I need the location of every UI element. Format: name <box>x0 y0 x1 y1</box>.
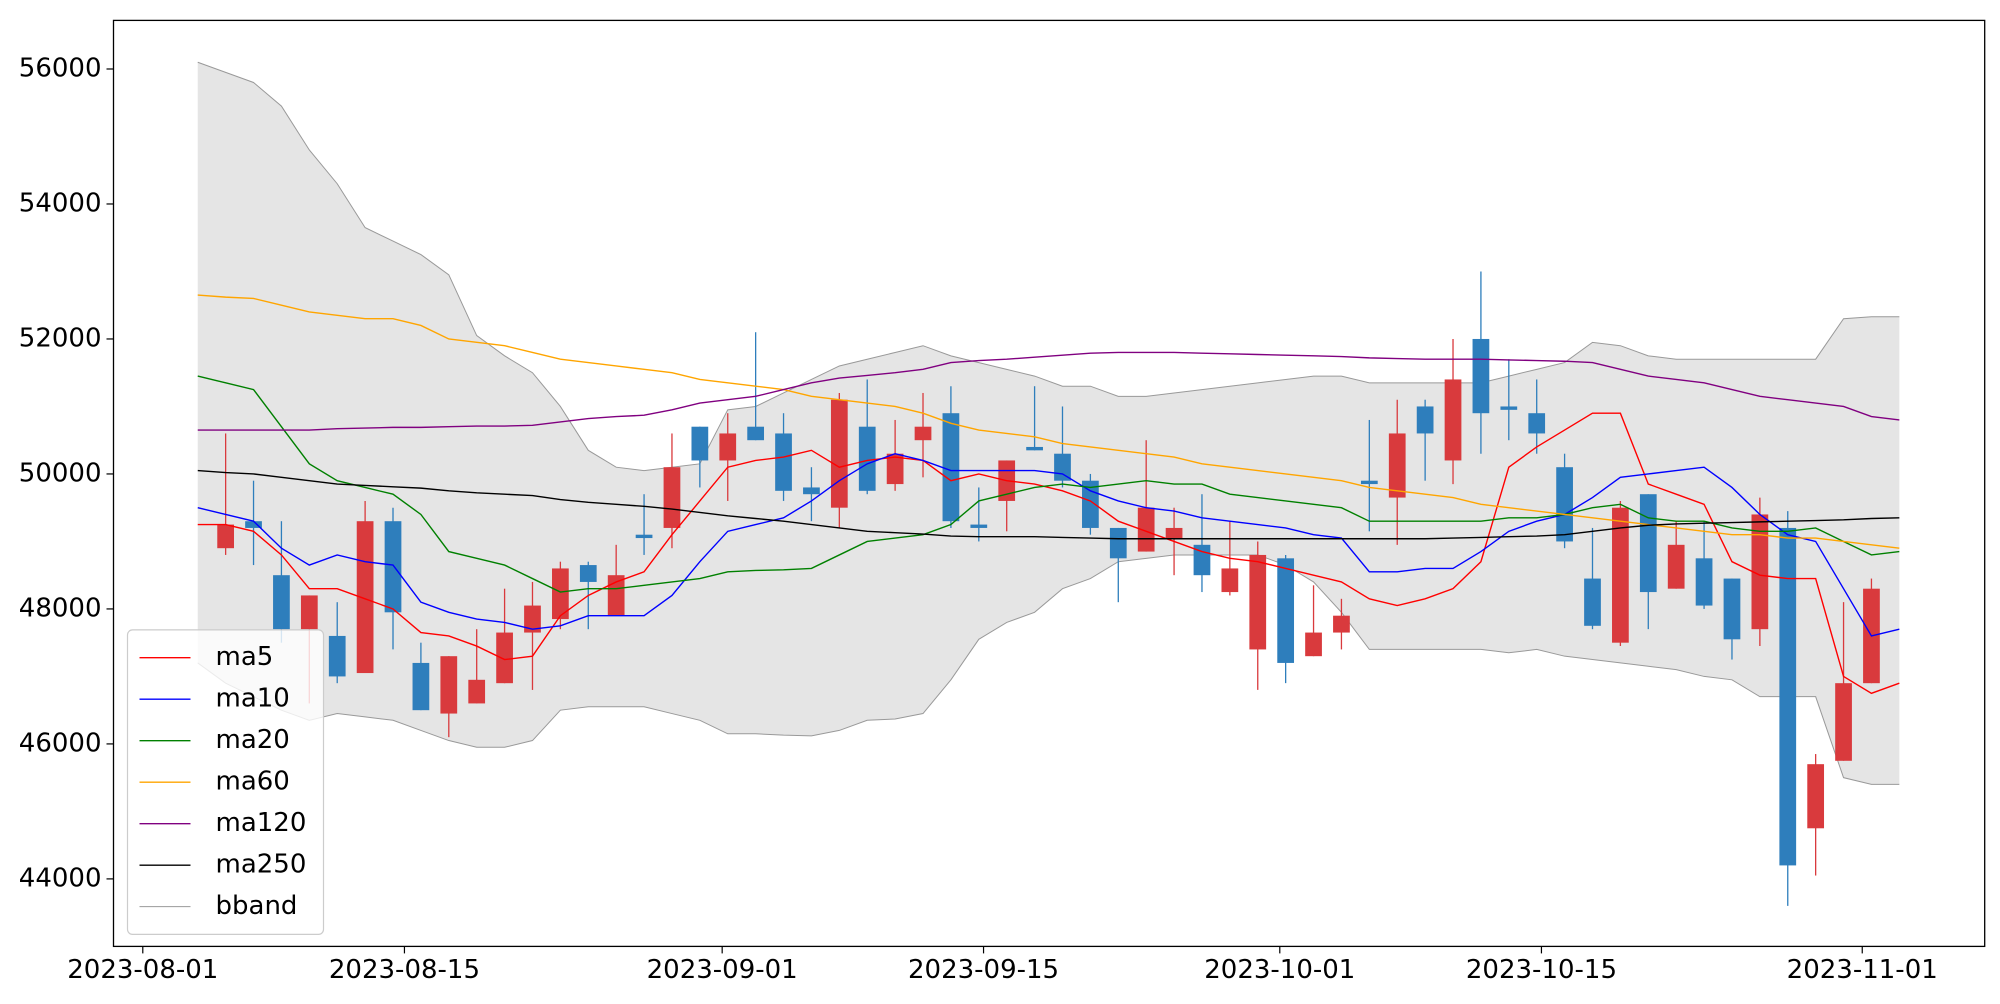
candle-body <box>1612 507 1629 643</box>
candle-body <box>775 433 792 491</box>
legend-label: ma20 <box>216 725 290 755</box>
legend-label: ma60 <box>216 767 290 797</box>
candle-body <box>1500 406 1518 410</box>
x-tick-label: 2023-10-01 <box>1204 955 1355 985</box>
candle-body <box>858 426 876 491</box>
candle-body <box>1109 527 1127 559</box>
candle-body <box>1277 558 1295 663</box>
candle-body <box>914 426 932 441</box>
candle-body <box>217 524 235 549</box>
legend-label: bband <box>216 891 298 921</box>
y-tick-label: 46000 <box>19 728 102 758</box>
candle-body <box>579 565 597 582</box>
x-tick-label: 2023-08-15 <box>329 955 480 985</box>
y-tick-label: 48000 <box>19 593 102 623</box>
candle-body <box>1416 406 1434 434</box>
ma-line <box>197 294 1900 549</box>
candle-body <box>635 534 653 539</box>
candle-body <box>524 605 541 633</box>
ma-line <box>197 469 1900 540</box>
candle-body <box>1584 578 1601 626</box>
candle-body <box>245 521 262 528</box>
candle-body <box>607 575 625 616</box>
legend-label: ma5 <box>216 642 274 672</box>
y-tick-label: 50000 <box>19 458 102 488</box>
x-tick-label: 2023-09-15 <box>908 955 1059 985</box>
candle-body <box>1835 683 1852 761</box>
x-tick-label: 2023-10-15 <box>1466 955 1617 985</box>
candle-body <box>1333 615 1350 633</box>
candle-body <box>412 662 430 711</box>
candle-body <box>440 656 458 714</box>
plot-frame <box>112 19 1986 948</box>
candle-body <box>1751 514 1769 630</box>
candle-body <box>1360 480 1378 485</box>
candle-body <box>830 399 848 508</box>
candle-body <box>328 635 346 677</box>
candle-body <box>1472 338 1490 414</box>
legend: ma5 ma10 ma20 ma60 ma120 ma250 bband <box>126 629 325 936</box>
candle-body <box>552 568 569 620</box>
candle-body <box>1807 764 1825 829</box>
ma-line <box>197 452 1900 637</box>
candle-body <box>970 524 988 528</box>
legend-label: ma10 <box>216 684 290 714</box>
legend-label: ma250 <box>216 850 307 880</box>
y-tick-label: 44000 <box>19 863 102 893</box>
candle-body <box>1779 527 1797 866</box>
candle-body <box>691 426 709 461</box>
bband-lower <box>197 554 1900 785</box>
candle-body <box>1528 413 1546 434</box>
candle-body <box>942 413 960 522</box>
ma-line <box>197 412 1900 695</box>
x-tick-label: 2023-09-01 <box>647 955 798 985</box>
candle-body <box>1556 467 1573 542</box>
candle-body <box>300 595 318 630</box>
candle-body <box>1695 558 1713 606</box>
candle-body <box>1165 527 1183 539</box>
legend-label: ma120 <box>216 808 307 838</box>
candle-body <box>747 426 765 441</box>
ma-line <box>197 351 1900 431</box>
candle-body <box>1388 433 1406 498</box>
candle-body <box>1723 578 1741 640</box>
candle-body <box>1667 544 1685 589</box>
y-tick-label: 54000 <box>19 188 102 218</box>
candle-body <box>886 453 904 485</box>
candle-body <box>1026 446 1043 451</box>
y-tick-label: 52000 <box>19 323 102 353</box>
candle-body <box>803 487 820 495</box>
candle-body <box>1305 632 1322 657</box>
x-tick-label: 2023-08-01 <box>67 955 218 985</box>
y-tick-label: 56000 <box>19 53 102 83</box>
candle-body <box>1249 554 1267 650</box>
candle-body <box>1137 507 1155 552</box>
candle-body <box>1054 453 1071 481</box>
candle-body <box>1639 494 1657 593</box>
candle-body <box>663 467 681 528</box>
candle-body <box>273 575 290 630</box>
candle-body <box>468 679 486 704</box>
candle-body <box>356 521 374 674</box>
candle-body <box>1221 568 1239 593</box>
bband-upper <box>197 61 1900 472</box>
x-tick-label: 2023-11-01 <box>1787 955 1938 985</box>
legend-box <box>126 629 325 936</box>
candle-body <box>1444 379 1462 461</box>
ma-line <box>197 375 1900 593</box>
candle-body <box>384 521 402 613</box>
candle-body <box>719 433 737 461</box>
candle-body <box>496 632 513 684</box>
